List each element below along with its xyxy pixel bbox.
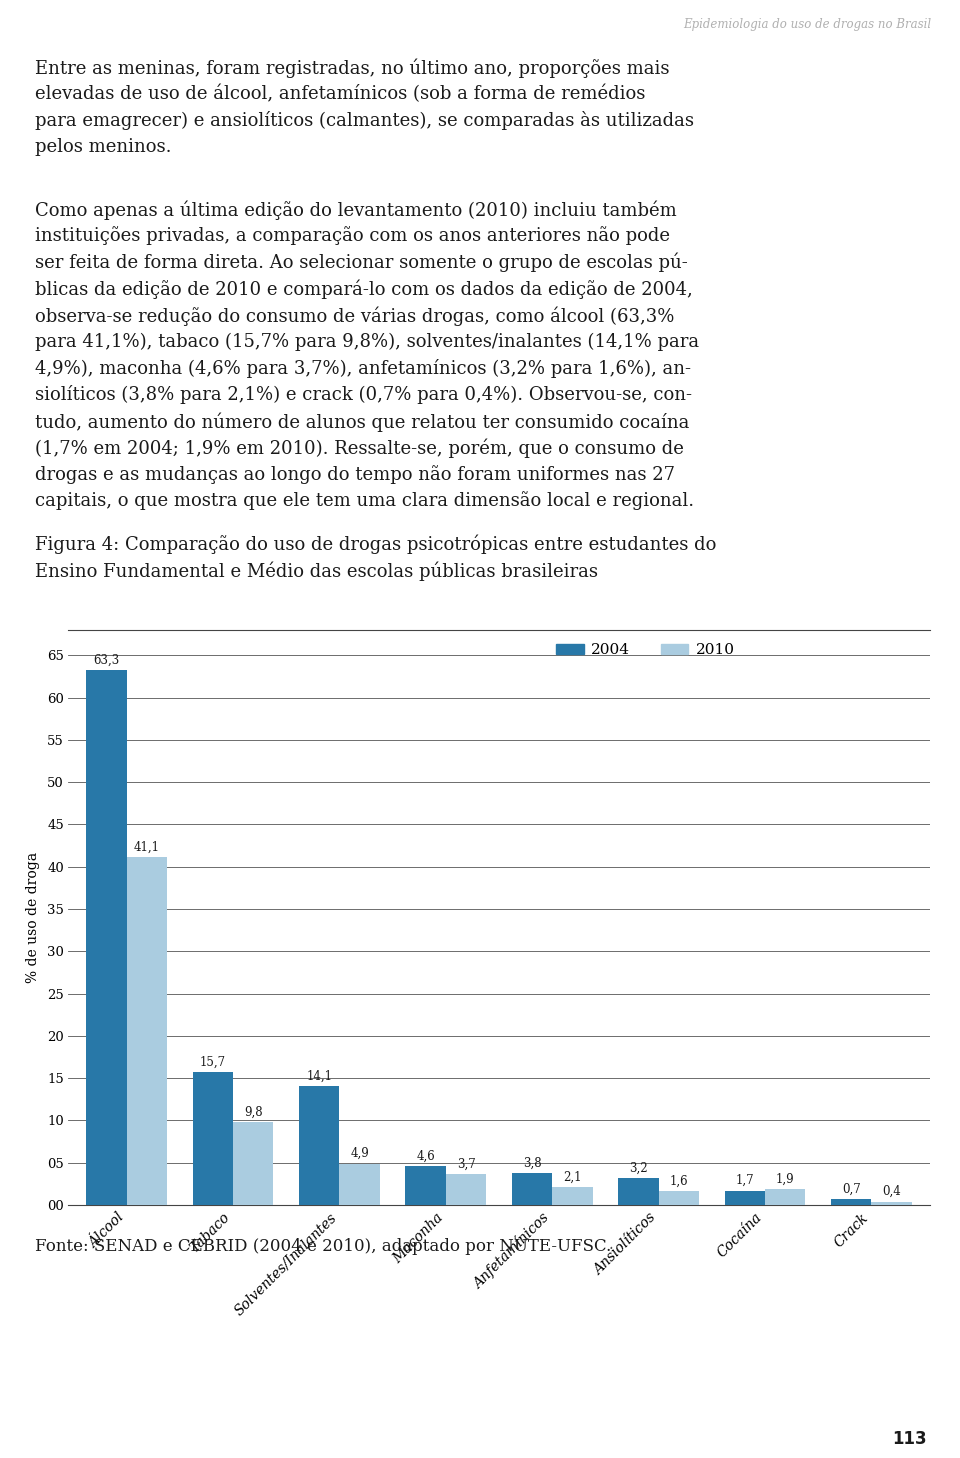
Bar: [193, 1072, 233, 1204]
Text: drogas e as mudanças ao longo do tempo não foram uniformes nas 27: drogas e as mudanças ao longo do tempo n…: [35, 465, 675, 484]
Bar: [659, 1191, 699, 1204]
Text: elevadas de uso de álcool, anfetamínicos (sob a forma de remédios: elevadas de uso de álcool, anfetamínicos…: [35, 85, 645, 104]
Text: instituições privadas, a comparação com os anos anteriores não pode: instituições privadas, a comparação com …: [35, 226, 670, 245]
Text: capitais, o que mostra que ele tem uma clara dimensão local e regional.: capitais, o que mostra que ele tem uma c…: [35, 491, 694, 510]
Text: (1,7% em 2004; 1,9% em 2010). Ressalte-se, porém, que o consumo de: (1,7% em 2004; 1,9% em 2010). Ressalte-s…: [35, 439, 684, 458]
Text: Figura 4: Comparação do uso de drogas psicotrópicas entre estudantes do: Figura 4: Comparação do uso de drogas ps…: [35, 535, 716, 554]
Bar: [872, 1201, 912, 1204]
Bar: [299, 1086, 340, 1204]
Bar: [127, 857, 167, 1204]
Text: 3,7: 3,7: [457, 1158, 475, 1171]
Legend: 2004, 2010: 2004, 2010: [556, 643, 735, 658]
Bar: [765, 1188, 805, 1204]
Text: Ensino Fundamental e Médio das escolas públicas brasileiras: Ensino Fundamental e Médio das escolas p…: [35, 561, 598, 580]
Text: 15,7: 15,7: [200, 1056, 226, 1069]
Bar: [86, 669, 127, 1204]
Bar: [405, 1166, 445, 1204]
Bar: [340, 1163, 380, 1204]
Text: ser feita de forma direta. Ao selecionar somente o grupo de escolas pú-: ser feita de forma direta. Ao selecionar…: [35, 254, 687, 273]
Bar: [512, 1172, 552, 1204]
Text: pelos meninos.: pelos meninos.: [35, 137, 172, 156]
Text: 4,6: 4,6: [417, 1150, 435, 1162]
Text: Fonte: SENAD e CEBRID (2004 e 2010), adaptado por NUTE-UFSC.: Fonte: SENAD e CEBRID (2004 e 2010), ada…: [35, 1238, 612, 1255]
Text: tudo, aumento do número de alunos que relatou ter consumido cocaína: tudo, aumento do número de alunos que re…: [35, 413, 689, 432]
Bar: [445, 1174, 486, 1204]
Text: 1,9: 1,9: [776, 1172, 795, 1185]
Text: 0,7: 0,7: [842, 1182, 860, 1196]
Y-axis label: % de uso de droga: % de uso de droga: [26, 851, 40, 983]
Text: 2,1: 2,1: [564, 1171, 582, 1184]
Bar: [831, 1198, 872, 1204]
Text: 4,9: 4,9: [350, 1147, 369, 1161]
Text: siolíticos (3,8% para 2,1%) e crack (0,7% para 0,4%). Observou-se, con-: siolíticos (3,8% para 2,1%) e crack (0,7…: [35, 385, 692, 404]
Text: 9,8: 9,8: [244, 1105, 262, 1118]
Text: 4,9%), maconha (4,6% para 3,7%), anfetamínicos (3,2% para 1,6%), an-: 4,9%), maconha (4,6% para 3,7%), anfetam…: [35, 359, 691, 378]
Bar: [233, 1123, 274, 1204]
Bar: [725, 1191, 765, 1204]
Text: 63,3: 63,3: [93, 653, 119, 666]
Text: blicas da edição de 2010 e compará-lo com os dados da edição de 2004,: blicas da edição de 2010 e compará-lo co…: [35, 280, 693, 299]
Text: 1,7: 1,7: [735, 1174, 755, 1187]
Text: observa-se redução do consumo de várias drogas, como álcool (63,3%: observa-se redução do consumo de várias …: [35, 306, 674, 325]
Text: 14,1: 14,1: [306, 1069, 332, 1082]
Text: 3,2: 3,2: [629, 1162, 648, 1175]
Text: para 41,1%), tabaco (15,7% para 9,8%), solventes/inalantes (14,1% para: para 41,1%), tabaco (15,7% para 9,8%), s…: [35, 332, 699, 351]
Text: 41,1: 41,1: [133, 841, 159, 854]
Text: Como apenas a última edição do levantamento (2010) incluiu também: Como apenas a última edição do levantame…: [35, 200, 677, 220]
Text: 3,8: 3,8: [522, 1156, 541, 1169]
Bar: [618, 1178, 659, 1204]
Text: 1,6: 1,6: [669, 1175, 688, 1188]
Text: 113: 113: [892, 1430, 926, 1448]
Text: Epidemiologia do uso de drogas no Brasil: Epidemiologia do uso de drogas no Brasil: [684, 17, 931, 31]
Text: 0,4: 0,4: [882, 1185, 901, 1198]
Text: Entre as meninas, foram registradas, no último ano, proporções mais: Entre as meninas, foram registradas, no …: [35, 58, 669, 77]
Bar: [552, 1187, 592, 1204]
Text: para emagrecer) e ansiolíticos (calmantes), se comparadas às utilizadas: para emagrecer) e ansiolíticos (calmante…: [35, 111, 694, 130]
